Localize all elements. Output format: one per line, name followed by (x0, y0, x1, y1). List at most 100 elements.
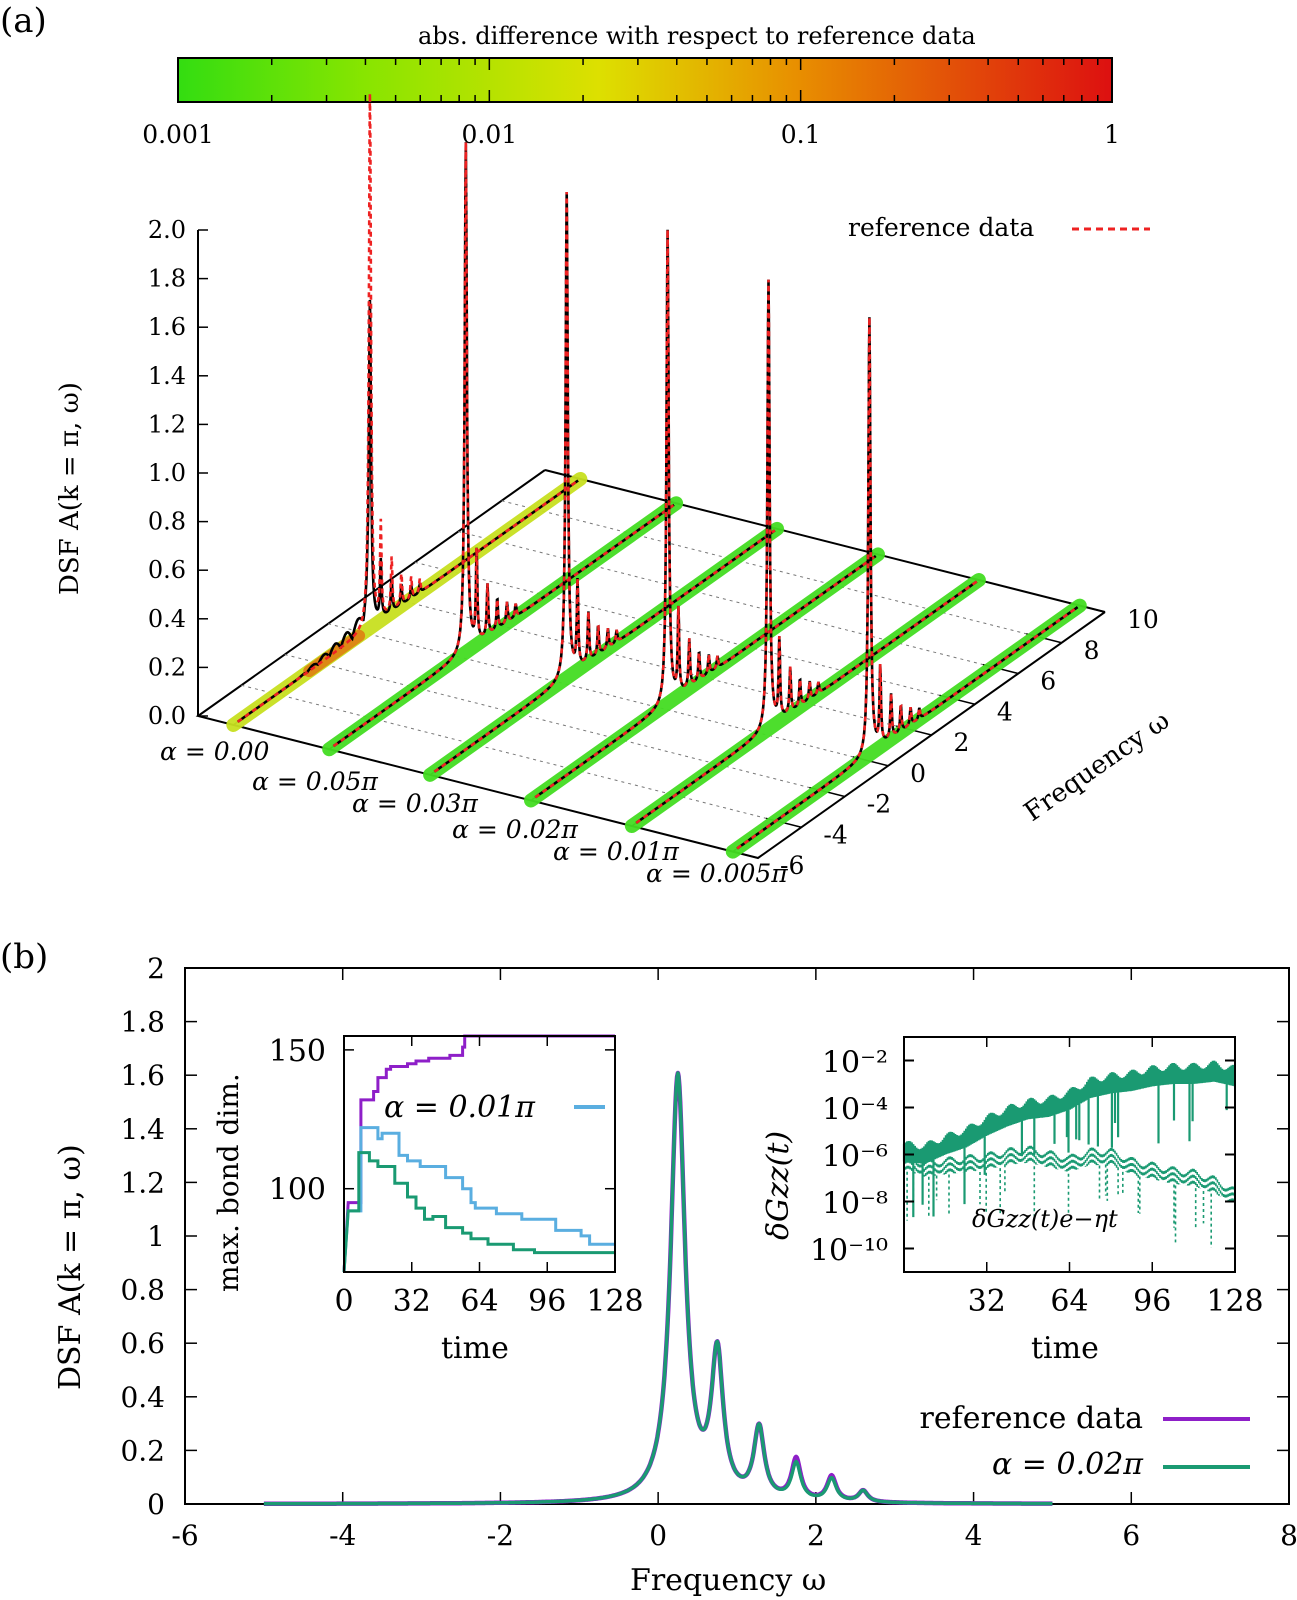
reference-curve-5 (736, 317, 1079, 850)
alpha-tick-label: α = 0.02π (452, 815, 578, 844)
floor-gridline (501, 500, 1062, 644)
inset2-x-tick-label: 64 (1050, 1284, 1088, 1319)
x-tick-label: 2 (807, 1519, 825, 1552)
z-tick-label: 0.8 (148, 508, 186, 536)
y-axis-label: DSF A(k = π, ω) (53, 1144, 88, 1390)
inset2-x-label: time (1031, 1331, 1099, 1366)
alpha-tick-label: α = 0.03π (352, 789, 478, 818)
x-tick-label: 0 (649, 1519, 667, 1552)
inset2-y-tick-label: 10⁻¹⁰ (810, 1234, 888, 1269)
z-tick-label: 2.0 (148, 216, 186, 244)
panel-b-plot: -6 -4 -2 0 2 4 6 8 0 0.2 0.4 0.6 0.8 1 1.2 1.4 1.6 1.8 2 F… (53, 952, 1297, 1598)
legend-reference-data: reference data (848, 213, 1150, 242)
data-lines (262, 1070, 1054, 1507)
floor-gridline (371, 592, 932, 736)
dsf-curve-3 (534, 229, 877, 799)
colorbar: abs. difference with respect to referenc… (142, 22, 1120, 149)
y-tick-label: 0.8 (120, 1274, 165, 1307)
z-tick-label: 0.4 (148, 605, 186, 633)
colorbar-tick-label: 1 (1104, 120, 1120, 149)
inset1-x-tick-label: 64 (460, 1284, 498, 1319)
z-tick-label: 1.6 (148, 313, 186, 341)
axis-ticks: -6 -4 -2 0 2 4 6 8 0 0.2 0.4 0.6 0.8 1 1.2 1.4 1.6 1.8 2 (120, 952, 1297, 1552)
inset1-x-tick-label: 32 (393, 1284, 431, 1319)
colorbar-gradient (177, 57, 1113, 103)
colorbar-tick-labels: 0.001 0.01 0.1 1 (142, 120, 1120, 149)
inset1-y-tick-label: 150 (269, 1034, 326, 1069)
inset2-ticks: 32 64 96 128 10⁻² 10⁻⁴ 10⁻⁶ 10⁻⁸ 10⁻¹⁰ (810, 1037, 1264, 1319)
dsf-curves (226, 93, 1087, 859)
floor-gridline (284, 654, 845, 797)
reference-curve-1 (332, 142, 675, 748)
z-tick-label: 1.2 (148, 410, 186, 438)
x-tick-label: -6 (171, 1519, 198, 1552)
inset1-x-label: time (441, 1331, 509, 1366)
z-tick-label: 1.0 (148, 459, 186, 487)
y-tick-label: 1.8 (120, 1006, 165, 1039)
y-tick-label: 0 (147, 1488, 165, 1521)
alpha-tick-label: α = 0.01π (553, 837, 679, 866)
frequency-tick-label: -6 (780, 851, 804, 880)
floor-back-edge (544, 469, 1106, 613)
z-axis: 0.0 0.2 0.4 0.6 0.8 1.0 1.2 1.4 1.6 1.8 2.0 (148, 216, 208, 730)
inset-bond-dimension: 0 32 64 96 128 100 150 max. bond dim. time α =… (212, 1034, 644, 1366)
bond-dim-line (342, 1034, 615, 1273)
inset2-y-tick-label: 10⁻² (822, 1046, 888, 1081)
dsf-curve-2 (433, 191, 776, 773)
inset2-y-tick-label: 10⁻⁶ (822, 1140, 888, 1175)
z-tick-label: 0.2 (148, 653, 186, 681)
floor-gridline (241, 684, 802, 828)
inset1-legend-label: α = 0.01π (384, 1090, 536, 1125)
dsf-curve-1 (332, 142, 675, 748)
inset1-ticks: 0 32 64 96 128 100 150 (269, 1034, 644, 1319)
z-axis-label: DSF A(k = π, ω) (55, 382, 85, 595)
frequency-tick-label: 2 (954, 728, 970, 757)
z-tick-label: 0.6 (148, 556, 186, 584)
inset1-y-tick-label: 100 (269, 1173, 326, 1208)
dsf-curve-5 (736, 317, 1079, 850)
colorbar-ticks (177, 58, 1099, 102)
floor-gridline (328, 623, 889, 767)
floor-gridline (458, 531, 1019, 674)
inset2-y-tick-label: 10⁻⁴ (822, 1093, 888, 1128)
inset2-y-label: δGzz(t) (761, 1131, 796, 1240)
z-tick-label: 1.4 (148, 362, 186, 390)
reference-curve-4 (635, 279, 978, 824)
inset1-y-label: max. bond dim. (212, 1073, 245, 1292)
bond-dim-line (342, 1151, 615, 1273)
x-tick-label: 4 (965, 1519, 983, 1552)
z-tick-label: 1.8 (148, 265, 186, 293)
dsf-curve-4 (635, 279, 978, 824)
y-tick-label: 1.2 (120, 1166, 165, 1199)
y-tick-label: 0.4 (120, 1381, 165, 1414)
floor-gridline (414, 561, 975, 705)
colorbar-title: abs. difference with respect to referenc… (418, 22, 976, 50)
panel-a-label: (a) (0, 1, 47, 41)
reference-curve-0 (236, 93, 579, 723)
inset2-x-tick-label: 96 (1133, 1284, 1171, 1319)
frequency-tick-label: 8 (1084, 636, 1100, 665)
legend-label-alpha: α = 0.02π (992, 1447, 1144, 1482)
frequency-tick-label: 10 (1127, 605, 1159, 634)
bond-dim-line (342, 1126, 615, 1273)
y-tick-label: 1 (147, 1220, 165, 1253)
inset-delta-gzz: 32 64 96 128 10⁻² 10⁻⁴ 10⁻⁶ 10⁻⁸ 10⁻¹⁰ δGzz(t) t… (761, 1036, 1264, 1366)
inset1-x-tick-label: 0 (334, 1284, 353, 1319)
inset1-x-tick-label: 96 (528, 1284, 566, 1319)
reference-curve-3 (534, 229, 877, 799)
alpha-tick-label: α = 0.005π (646, 859, 788, 888)
inset2-annotation: δGzz(t)e−ηt (972, 1205, 1118, 1233)
alpha-0.02pi-line (262, 1071, 1054, 1506)
x-tick-label: 8 (1280, 1519, 1297, 1552)
frequency-axis-label: Frequency ω (1019, 706, 1176, 828)
alpha-tick-label: α = 0.00 (160, 737, 269, 766)
z-tick-label: 0.0 (148, 702, 186, 730)
colorbar-tick-label: 0.01 (461, 120, 517, 149)
legend: reference data α = 0.02π (920, 1401, 1250, 1482)
inset2-y-tick-label: 10⁻⁸ (822, 1187, 888, 1222)
y-tick-label: 1.4 (120, 1113, 165, 1146)
x-tick-label: 6 (1122, 1519, 1140, 1552)
y-tick-label: 0.2 (120, 1434, 165, 1467)
